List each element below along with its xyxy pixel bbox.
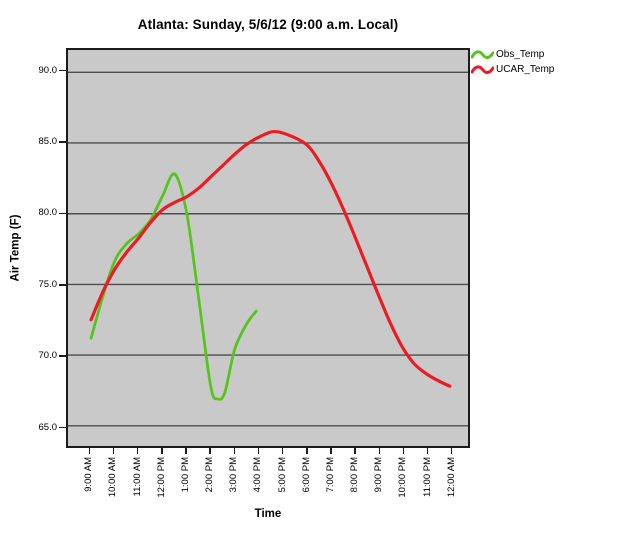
x-tick-mark — [330, 448, 332, 454]
x-tick-label: 6:00 PM — [300, 457, 312, 493]
legend-item-ucar-temp: UCAR_Temp — [471, 62, 554, 77]
x-tick-mark — [136, 448, 139, 454]
obs-temp-line — [89, 172, 258, 401]
x-tick-mark — [257, 448, 260, 454]
x-tick-mark — [450, 448, 453, 454]
x-tick-label: 10:00 AM — [107, 457, 119, 498]
legend-label-ucar-temp: UCAR_Temp — [496, 64, 555, 75]
x-tick-label: 3:00 PM — [228, 457, 240, 493]
legend: Obs_Temp UCAR_Temp — [471, 47, 554, 77]
x-tick-label: 7:00 PM — [324, 457, 336, 493]
ucar-temp-line — [89, 129, 452, 388]
x-tick-label: 11:00 AM — [131, 457, 143, 497]
y-tick-label: 65.0 — [38, 421, 58, 433]
plot-canvas — [68, 71, 468, 427]
y-tick-mark — [59, 426, 66, 429]
legend-item-obs-temp: Obs_Temp — [471, 47, 554, 62]
x-tick-mark — [306, 448, 308, 454]
x-tick-mark — [354, 448, 356, 454]
x-tick-mark — [402, 448, 405, 454]
x-axis-label: Time — [254, 508, 282, 520]
y-axis-label: Air Temp (F) — [9, 214, 21, 282]
x-tick-label: 8:00 PM — [349, 457, 361, 493]
x-tick-mark — [426, 448, 429, 454]
plot-area — [66, 48, 470, 448]
x-tick-label: 12:00 AM — [445, 457, 457, 498]
x-tick-label: 4:00 PM — [252, 457, 264, 493]
x-tick-label: 1:00 PM — [179, 457, 191, 493]
chart-title: Atlanta: Sunday, 5/6/12 (9:00 a.m. Local… — [137, 17, 399, 32]
x-tick-mark — [161, 448, 163, 454]
y-tick-label: 80.0 — [38, 207, 58, 219]
x-tick-mark — [281, 448, 284, 454]
legend-label-obs-temp: Obs_Temp — [496, 49, 545, 60]
x-tick-label: 12:00 PM — [155, 457, 167, 498]
obs-temp-line-sample — [471, 49, 494, 59]
x-tick-mark — [112, 448, 115, 454]
y-tick-mark — [59, 141, 66, 143]
y-tick-label: 75.0 — [38, 278, 58, 290]
x-tick-label: 9:00 AM — [83, 457, 95, 492]
y-tick-label: 85.0 — [38, 135, 58, 147]
x-tick-mark — [209, 448, 211, 454]
y-tick-mark — [59, 212, 66, 215]
x-tick-mark — [185, 448, 187, 454]
y-tick-label: 90.0 — [38, 64, 58, 76]
x-tick-mark — [88, 448, 91, 454]
x-tick-label: 11:00 PM — [421, 457, 433, 497]
y-tick-mark — [59, 69, 66, 72]
x-tick-label: 10:00 PM — [397, 457, 409, 498]
ucar-temp-line-sample — [471, 64, 494, 74]
x-tick-label: 2:00 PM — [204, 457, 216, 493]
x-tick-mark — [378, 448, 380, 454]
x-tick-label: 5:00 PM — [276, 457, 288, 493]
y-tick-label: 70.0 — [38, 350, 58, 362]
x-tick-mark — [233, 448, 236, 454]
x-tick-label: 9:00 PM — [373, 457, 385, 493]
y-tick-mark — [59, 284, 66, 286]
y-tick-mark — [59, 355, 66, 357]
